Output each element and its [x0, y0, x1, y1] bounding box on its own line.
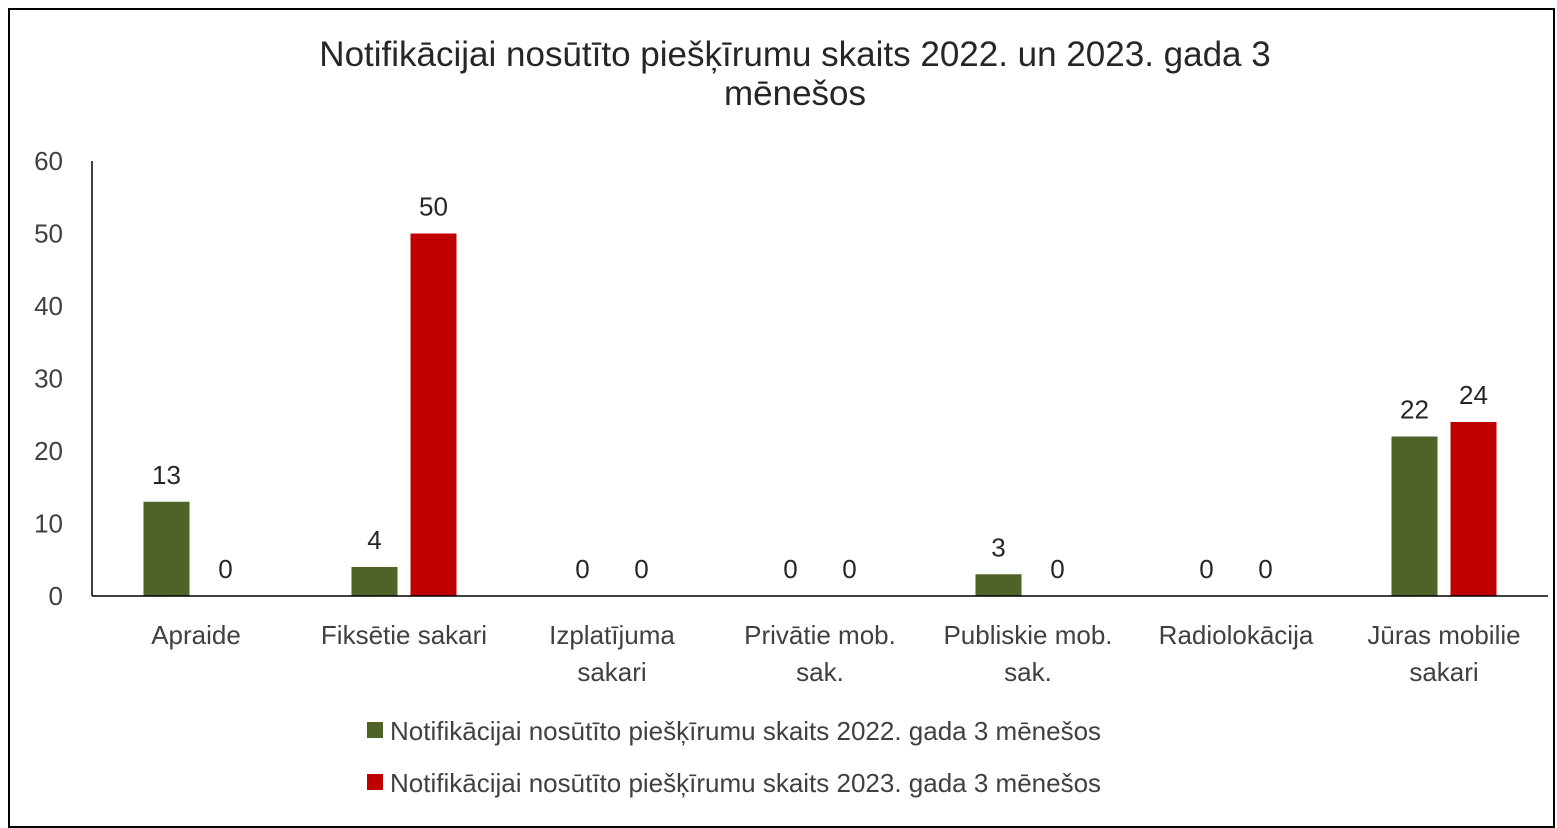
bar-series-2	[410, 233, 457, 596]
legend-swatch	[367, 774, 383, 790]
legend-label: Notifikācijai nosūtīto piešķīrumu skaits…	[390, 768, 1101, 798]
x-category-label: Apraide	[151, 620, 241, 650]
bar-series-1	[1391, 436, 1438, 596]
x-category-label: sak.	[1004, 657, 1052, 687]
y-axis: 0 10 20 30 40 50 60	[34, 146, 93, 611]
y-tick-label: 0	[49, 581, 63, 611]
bars	[143, 233, 1497, 596]
y-tick-label: 50	[34, 219, 63, 249]
chart-frame	[8, 8, 1555, 828]
chart-title: Notifikācijai nosūtīto piešķīrumu skaits…	[319, 35, 1270, 113]
legend[interactable]: Notifikācijai nosūtīto piešķīrumu skaits…	[367, 716, 1101, 798]
data-labels: 13 0 4 50 0 0 0 0 3 0 0 0 22 24	[152, 192, 1488, 585]
data-label: 13	[152, 460, 181, 490]
y-tick-label: 10	[34, 509, 63, 539]
y-tick-label: 20	[34, 436, 63, 466]
data-label: 4	[367, 525, 381, 555]
x-category-label: Jūras mobilie	[1367, 620, 1520, 650]
legend-item[interactable]: Notifikācijai nosūtīto piešķīrumu skaits…	[367, 768, 1101, 798]
y-tick-label: 40	[34, 291, 63, 321]
data-label: 0	[634, 554, 648, 584]
data-label: 24	[1459, 380, 1488, 410]
legend-label: Notifikācijai nosūtīto piešķīrumu skaits…	[390, 716, 1101, 746]
x-category-label: Radiolokācija	[1159, 620, 1314, 650]
data-label: 0	[1258, 554, 1272, 584]
data-label: 0	[783, 554, 797, 584]
bar-series-1	[975, 574, 1022, 596]
data-label: 0	[1199, 554, 1213, 584]
y-tick-label: 60	[34, 146, 63, 176]
y-tick-label: 30	[34, 364, 63, 394]
data-label: 0	[842, 554, 856, 584]
x-category-label: sak.	[796, 657, 844, 687]
bar-series-1	[143, 501, 190, 596]
x-axis: Apraide Fiksētie sakari Izplatījuma sakari P…	[92, 595, 1548, 687]
x-category-label: Izplatījuma	[549, 620, 675, 650]
x-category-label: sakari	[577, 657, 646, 687]
bar-series-2	[1450, 422, 1497, 596]
data-label: 0	[218, 554, 232, 584]
x-category-label: Fiksētie sakari	[321, 620, 487, 650]
chart-title-line: Notifikācijai nosūtīto piešķīrumu skaits…	[319, 35, 1270, 74]
x-category-label: Publiskie mob.	[943, 620, 1112, 650]
chart-title-line: mēnešos	[724, 74, 866, 113]
data-label: 50	[419, 192, 448, 222]
data-label: 22	[1400, 395, 1429, 425]
legend-item[interactable]: Notifikācijai nosūtīto piešķīrumu skaits…	[367, 716, 1101, 746]
data-label: 0	[1050, 554, 1064, 584]
x-category-label: sakari	[1409, 657, 1478, 687]
data-label: 0	[575, 554, 589, 584]
x-category-label: Privātie mob.	[744, 620, 896, 650]
bar-series-1	[351, 567, 398, 596]
legend-swatch	[367, 722, 383, 738]
data-label: 3	[991, 532, 1005, 562]
